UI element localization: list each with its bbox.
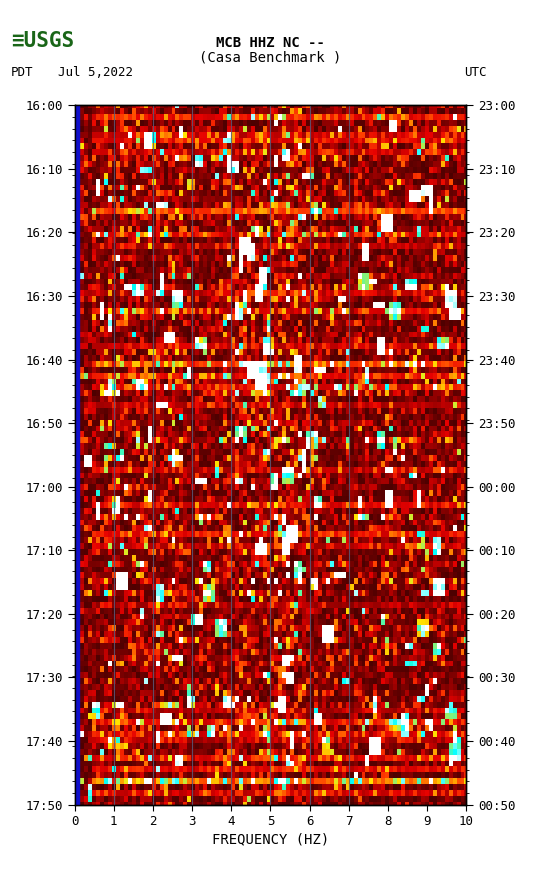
- Text: (Casa Benchmark ): (Casa Benchmark ): [199, 51, 342, 65]
- X-axis label: FREQUENCY (HZ): FREQUENCY (HZ): [212, 832, 329, 847]
- Text: MCB HHZ NC --: MCB HHZ NC --: [216, 36, 325, 50]
- Text: PDT: PDT: [11, 66, 34, 79]
- Text: Jul 5,2022: Jul 5,2022: [58, 66, 133, 79]
- Text: ≡USGS: ≡USGS: [11, 31, 74, 51]
- Text: UTC: UTC: [464, 66, 486, 79]
- Bar: [72, 105, 79, 805]
